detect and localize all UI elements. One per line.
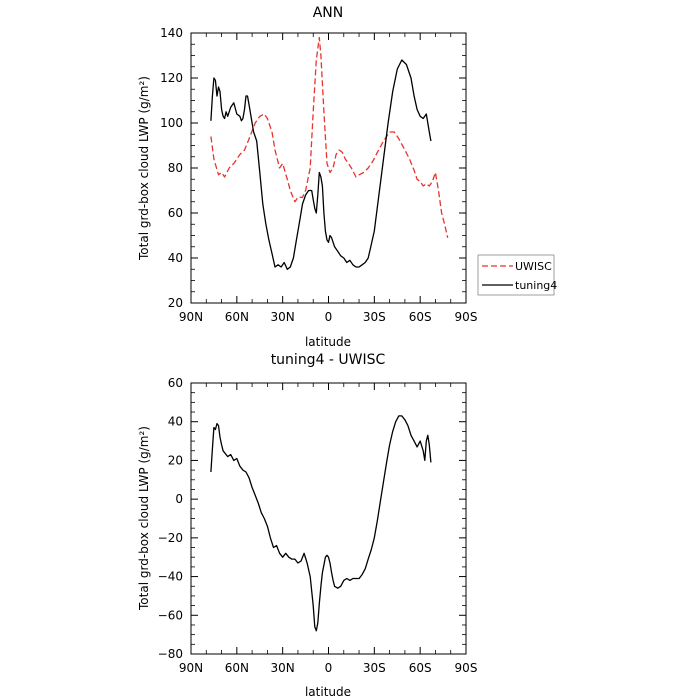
bottom-x-tick-label: 0	[325, 661, 333, 675]
legend-box	[477, 254, 555, 296]
top-y-tick-label: 20	[168, 296, 183, 310]
top-x-tick-label: 90N	[179, 310, 203, 324]
bottom-y-tick-label: 20	[168, 453, 183, 467]
top-y-tick-label: 60	[168, 206, 183, 220]
bottom-y-tick-label: 40	[168, 415, 183, 429]
top-series-tuning4-line	[210, 59, 432, 270]
bottom-y-tick-label: −60	[158, 608, 183, 622]
bottom-ticks	[190, 382, 467, 655]
legend: UWISC tuning4	[477, 254, 557, 296]
bottom-y-tick-label: 0	[175, 492, 183, 506]
top-y-tick-label: 80	[168, 161, 183, 175]
top-y-tick-label: 120	[160, 71, 183, 85]
bottom-series-difference-line	[210, 415, 432, 632]
top-x-tick-label: 30S	[363, 310, 386, 324]
bottom-x-tick-label: 90N	[179, 661, 203, 675]
top-x-tick-label: 60N	[225, 310, 249, 324]
top-y-axis-label: Total grd-box cloud LWP (g/m²)	[137, 76, 151, 261]
top-plot-frame	[190, 32, 467, 304]
legend-uwisc-label: UWISC	[515, 260, 552, 273]
top-tick-labels: 90N 60N 30N 0 30S 60S 90S 20 40 60 80 100 120 140	[160, 26, 477, 324]
top-x-tick-label: 0	[325, 310, 333, 324]
top-x-tick-label: 30N	[271, 310, 295, 324]
top-series-group	[210, 36, 449, 270]
bottom-y-tick-label: −80	[158, 647, 183, 661]
bottom-x-tick-label: 30N	[271, 661, 295, 675]
top-x-tick-label: 90S	[455, 310, 478, 324]
top-x-axis-label: latitude	[305, 335, 351, 349]
bottom-series-group	[210, 415, 432, 632]
top-y-tick-label: 100	[160, 116, 183, 130]
top-y-tick-label: 140	[160, 26, 183, 40]
bottom-tick-labels: 90N 60N 30N 0 30S 60S 90S −80 −60 −40 −20 0 20 40 60	[158, 376, 478, 675]
legend-tuning4-label: tuning4	[515, 279, 557, 292]
bottom-x-axis-label: latitude	[305, 685, 351, 699]
bottom-y-tick-label: −20	[158, 531, 183, 545]
bottom-chart-title: tuning4 - UWISC	[271, 352, 386, 368]
bottom-x-tick-label: 60N	[225, 661, 249, 675]
bottom-plot-frame	[190, 382, 467, 655]
top-chart-title: ANN	[313, 5, 344, 21]
bottom-y-axis-label: Total grd-box cloud LWP (g/m²)	[137, 426, 151, 611]
top-ticks	[190, 32, 467, 304]
bottom-x-tick-label: 90S	[455, 661, 478, 675]
top-series-uwisc-line	[210, 36, 449, 238]
bottom-panel: tuning4 - UWISC 90N 60N 30N 0 30S 60S 90S −80 −6…	[137, 352, 477, 699]
top-y-tick-label: 40	[168, 251, 183, 265]
bottom-x-tick-label: 60S	[409, 661, 432, 675]
bottom-y-tick-label: 60	[168, 376, 183, 390]
top-x-tick-label: 60S	[409, 310, 432, 324]
top-panel: ANN 90N 60N 30N 0 30S 60S 90S 20 40 60 80 100 120 140…	[137, 5, 557, 349]
bottom-y-tick-label: −40	[158, 570, 183, 584]
bottom-x-tick-label: 30S	[363, 661, 386, 675]
